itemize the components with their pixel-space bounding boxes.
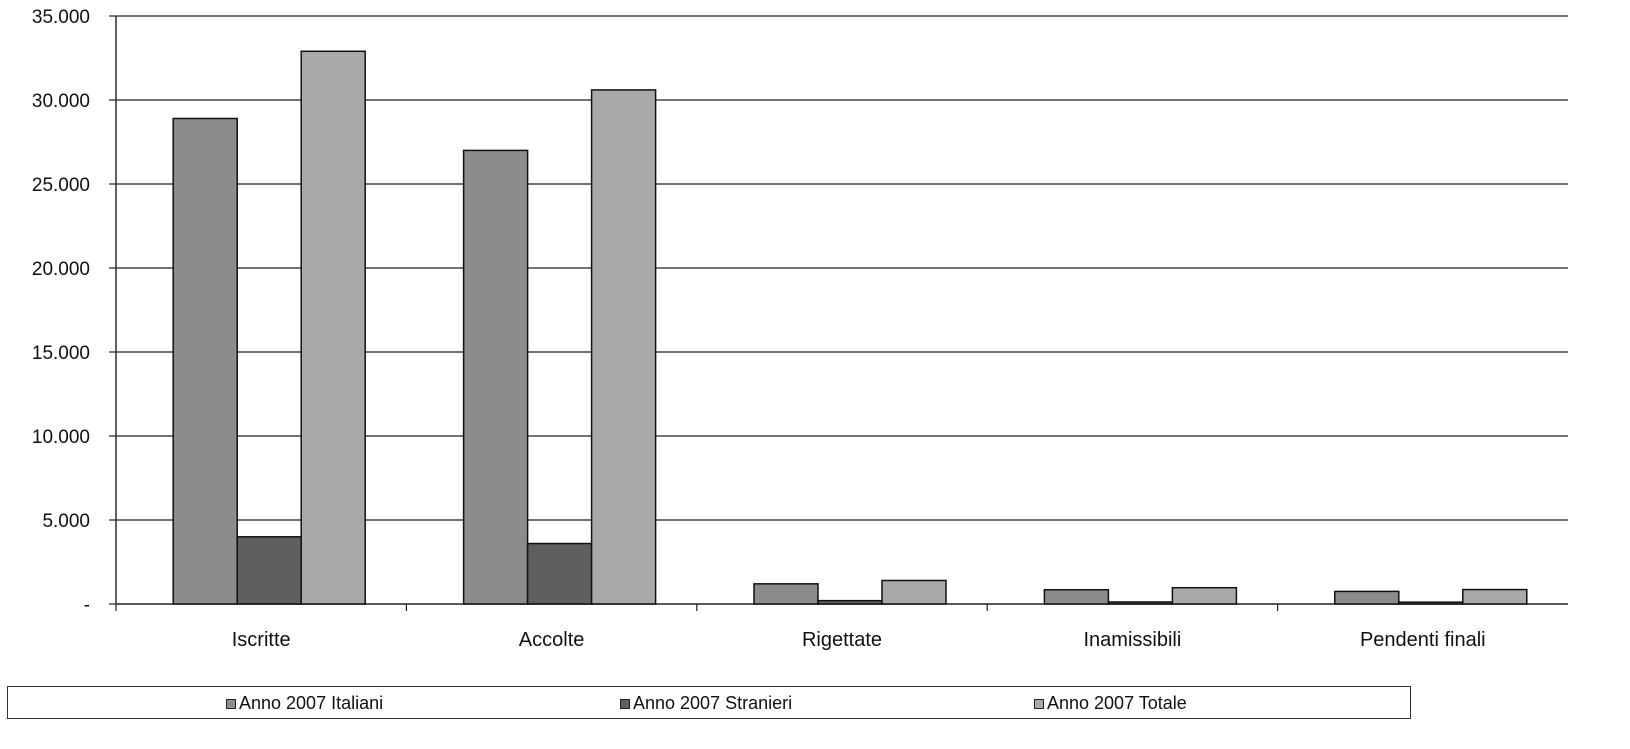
- bar-2-1: [817, 599, 883, 605]
- y-tick-label: 20.000: [32, 259, 90, 280]
- bar-0-2: [300, 50, 366, 605]
- y-tick-label: 35.000: [32, 7, 90, 28]
- bar-chart: - 5.000 10.000 15.000 20.000 25.000 30.000 35.0…: [32, 7, 1568, 651]
- bar-3-1: [1107, 601, 1174, 605]
- bars: [172, 50, 1528, 605]
- x-category-label: Inamissibili: [1083, 629, 1181, 651]
- bar-4-0: [1334, 590, 1400, 605]
- bar-4-1: [1398, 601, 1464, 605]
- legend-item: Anno 2007 Stranieri: [620, 693, 792, 714]
- y-tick-label: 25.000: [32, 175, 90, 196]
- x-category-label: Rigettate: [802, 629, 882, 651]
- bar-1-2: [590, 89, 657, 605]
- x-category-label: Pendenti finali: [1360, 629, 1486, 651]
- legend-swatch: [620, 698, 630, 709]
- x-category-labels: Iscritte Accolte Rigettate Inamissibili Pend…: [232, 629, 1486, 651]
- y-tick-label: 5.000: [42, 511, 90, 532]
- bar-3-2: [1171, 586, 1238, 605]
- bar-0-0: [172, 117, 238, 605]
- legend-label: Anno 2007 Totale: [1047, 693, 1187, 713]
- bar-0-1: [236, 536, 302, 605]
- legend-item: Anno 2007 Totale: [1034, 693, 1187, 714]
- legend-item: Anno 2007 Italiani: [226, 693, 383, 714]
- legend-label: Anno 2007 Italiani: [239, 693, 384, 713]
- bar-2-2: [881, 579, 947, 605]
- legend: Anno 2007 Italiani Anno 2007 Stranieri Ann…: [7, 686, 1411, 719]
- bar-3-0: [1043, 588, 1110, 605]
- y-tick-label: 10.000: [32, 427, 90, 448]
- y-tick-label: -: [84, 595, 90, 616]
- legend-label: Anno 2007 Stranieri: [633, 693, 793, 713]
- bar-1-0: [462, 149, 529, 605]
- y-tick-labels: - 5.000 10.000 15.000 20.000 25.000 30.000 35.0…: [32, 7, 90, 616]
- x-category-label: Accolte: [519, 629, 585, 651]
- y-tick-label: 30.000: [32, 91, 90, 112]
- legend-swatch: [1034, 698, 1044, 709]
- bar-1-1: [526, 542, 593, 605]
- y-tick-label: 15.000: [32, 343, 90, 364]
- x-category-label: Iscritte: [232, 629, 291, 651]
- bar-2-0: [753, 583, 819, 605]
- legend-swatch: [226, 698, 236, 709]
- bar-4-2: [1462, 588, 1528, 605]
